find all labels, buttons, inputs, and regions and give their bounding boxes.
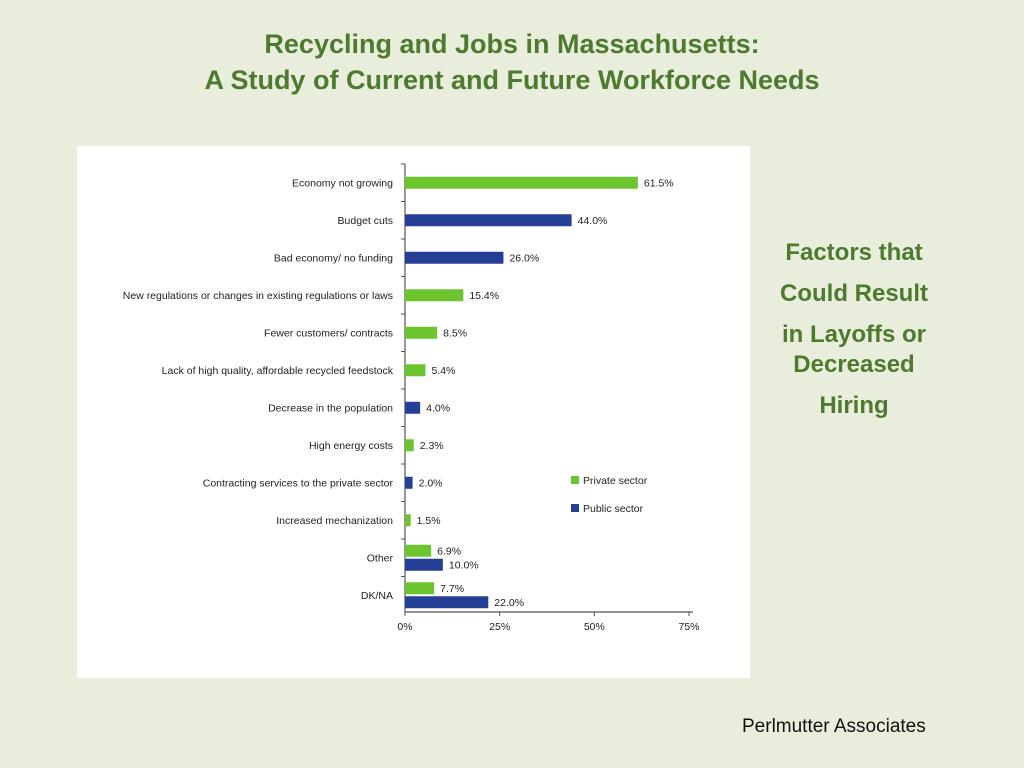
category-label: DK/NA [361, 590, 393, 602]
category-label: Contracting services to the private sect… [203, 477, 394, 489]
title-line-1: Recycling and Jobs in Massachusetts: [264, 29, 760, 59]
private-sector-bar [405, 176, 638, 189]
x-tick-label: 75% [678, 621, 699, 633]
x-tick-label: 25% [489, 621, 510, 633]
public-sector-bar [405, 558, 443, 571]
private-sector-bar [405, 514, 411, 527]
data-label: 5.4% [431, 365, 455, 377]
category-label: Lack of high quality, affordable recycle… [162, 365, 394, 377]
private-sector-bar [405, 582, 435, 595]
public-sector-bar [405, 401, 421, 414]
legend-swatch-public [571, 504, 579, 512]
data-label: 6.9% [437, 545, 461, 557]
chart-panel: 0% 25% 50% 75% Economy not growing 61.5% Budge… [77, 146, 750, 678]
data-label: 10.0% [449, 559, 479, 571]
chart-caption: Factors that Could Result in Layoffs or … [752, 238, 956, 421]
data-label: 7.7% [440, 583, 464, 595]
bar-chart: 0% 25% 50% 75% Economy not growing 61.5% Budge… [123, 163, 700, 633]
x-tick-label: 50% [584, 621, 605, 633]
footer-credit: Perlmutter Associates [742, 716, 926, 737]
public-sector-bar [405, 476, 413, 489]
legend-label: Private sector [583, 475, 648, 487]
category-label: New regulations or changes in existing r… [123, 290, 393, 302]
data-label: 22.0% [494, 597, 524, 609]
private-sector-bar [405, 439, 414, 452]
caption-line-3: in Layoffs or [781, 321, 926, 348]
legend-swatch-private [571, 476, 579, 484]
slide-title: Recycling and Jobs in Massachusetts: A S… [0, 26, 1024, 98]
public-sector-bar [405, 214, 572, 227]
caption-line-2: Could Result [780, 280, 928, 307]
public-sector-bar [405, 251, 504, 264]
caption-line-4: Decreased [793, 351, 915, 378]
data-label: 4.0% [426, 402, 450, 414]
data-label: 2.0% [419, 477, 443, 489]
data-label: 1.5% [417, 515, 441, 527]
data-label: 61.5% [644, 177, 674, 189]
private-sector-bar [405, 544, 432, 557]
private-sector-bar [405, 326, 438, 339]
category-label: Fewer customers/ contracts [264, 327, 393, 339]
title-line-2: A Study of Current and Future Workforce … [204, 65, 820, 95]
x-tick-label: 0% [397, 621, 412, 633]
data-label: 2.3% [420, 440, 444, 452]
category-label: Other [367, 552, 394, 564]
private-sector-bar [405, 289, 464, 302]
data-label: 8.5% [443, 327, 467, 339]
category-label: Budget cuts [338, 215, 393, 227]
caption-line-1: Factors that [785, 239, 923, 266]
category-label: High energy costs [309, 440, 393, 452]
legend-label: Public sector [583, 503, 644, 515]
category-label: Increased mechanization [276, 515, 393, 527]
caption-line-5: Hiring [819, 392, 889, 419]
category-label: Bad economy/ no funding [274, 252, 393, 264]
category-label: Decrease in the population [268, 402, 393, 414]
public-sector-bar [405, 596, 489, 609]
data-label: 44.0% [578, 215, 608, 227]
private-sector-bar [405, 364, 426, 377]
data-label: 26.0% [509, 252, 539, 264]
data-label: 15.4% [469, 290, 499, 302]
category-label: Economy not growing [292, 177, 393, 189]
